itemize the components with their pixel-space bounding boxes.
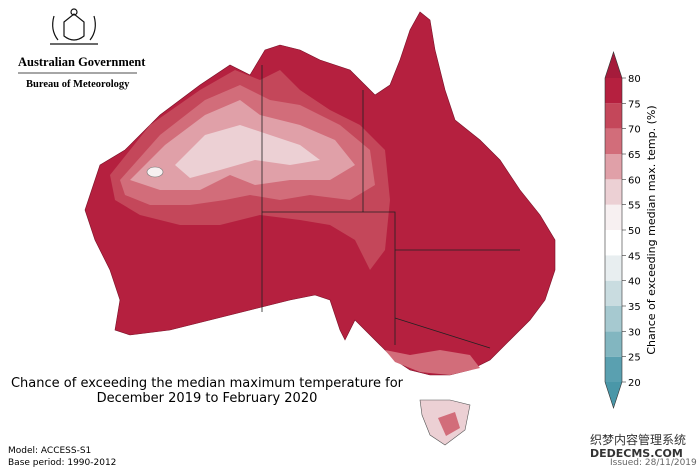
colorbar-band — [605, 179, 622, 205]
coat-of-arms — [50, 8, 98, 45]
government: Australian Government — [18, 55, 146, 69]
agency: Bureau of Meteorology — [26, 79, 130, 90]
colorbar-tick-label: 25 — [628, 353, 641, 364]
colorbar-band — [605, 103, 622, 129]
map — [84, 11, 556, 446]
tasmania-zone — [438, 412, 460, 436]
title-line-2: December 2019 to February 2020 — [97, 391, 318, 406]
colorbar-band — [605, 154, 622, 180]
colorbar-band — [605, 356, 622, 382]
colorbar-band — [605, 306, 622, 332]
issued: Issued: 28/11/2019 — [610, 458, 697, 468]
colorbar-tick-label: 75 — [628, 99, 641, 110]
colorbar-tick-label: 65 — [628, 150, 641, 161]
model: Model: ACCESS-S1 — [8, 446, 91, 456]
colorbar-tick-label: 60 — [628, 175, 641, 186]
zone-55 — [175, 125, 320, 178]
watermark-2: DEDECMS.COM — [590, 447, 683, 460]
colorbar-low-arrow — [605, 382, 622, 408]
colorbar-high-arrow — [605, 52, 622, 78]
colorbar-label: Chance of exceeding median max. temp. (%… — [645, 105, 658, 354]
zone-south — [385, 350, 480, 375]
colorbar-tick-label: 55 — [628, 201, 641, 212]
colorbar-tick-label: 20 — [628, 378, 641, 389]
watermark: 织梦内容管理系统 — [590, 432, 686, 447]
colorbar-tick-label: 30 — [628, 327, 641, 338]
zone-50 — [146, 166, 164, 178]
colorbar-tick-label: 70 — [628, 125, 641, 136]
colorbar-band — [605, 255, 622, 281]
colorbar-tick-label: 35 — [628, 302, 641, 313]
colorbar-tick-label: 80 — [628, 74, 641, 85]
title-line-1: Chance of exceeding the median maximum t… — [11, 376, 404, 391]
colorbar-tick-label: 40 — [628, 277, 641, 288]
colorbar-band — [605, 280, 622, 306]
colorbar-band — [605, 78, 622, 104]
base-period: Base period: 1990-2012 — [8, 458, 116, 468]
colorbar-band — [605, 230, 622, 256]
colorbar-tick-label: 50 — [628, 226, 641, 237]
state-borders — [261, 65, 520, 349]
colorbar: 20 25 30 35 40 45 50 55 60 65 70 75 80 — [604, 51, 641, 409]
colorbar-band — [605, 204, 622, 230]
colorbar-tick-label: 45 — [628, 251, 641, 262]
colorbar-band — [605, 128, 622, 154]
colorbar-band — [605, 331, 622, 357]
